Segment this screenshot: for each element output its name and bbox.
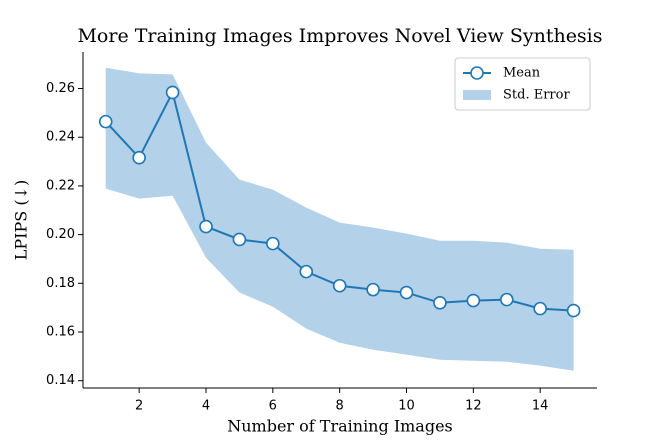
x-tick-label: 14 (532, 399, 549, 414)
legend-swatch (463, 90, 491, 100)
mean-point (165, 85, 180, 100)
mean-point (266, 236, 280, 251)
std-error-band (105, 67, 574, 371)
x-tick-label: 2 (135, 399, 143, 414)
x-tick-label: 8 (336, 399, 344, 414)
mean-point (399, 285, 414, 300)
x-tick-label: 10 (398, 399, 415, 414)
mean-point (299, 264, 314, 279)
mean-point (232, 232, 247, 247)
y-tick-label: 0.18 (46, 276, 75, 291)
legend-marker (470, 66, 484, 80)
y-tick-label: 0.24 (46, 130, 75, 145)
mean-point (433, 295, 447, 310)
mean-point (466, 293, 481, 308)
mean-point (566, 303, 581, 318)
chart-title: More Training Images Improves Novel View… (77, 25, 602, 47)
legend-label: Std. Error (503, 88, 570, 103)
x-axis-label: Number of Training Images (227, 417, 453, 436)
x-tick-label: 6 (269, 399, 277, 414)
y-tick-label: 0.16 (46, 325, 75, 340)
mean-point (132, 150, 146, 165)
mean-point (366, 282, 380, 297)
mean-point (199, 219, 213, 234)
x-tick-label: 4 (202, 399, 210, 414)
mean-point (332, 278, 347, 293)
y-tick-label: 0.14 (46, 373, 75, 388)
y-tick-label: 0.26 (46, 81, 75, 96)
y-tick-label: 0.20 (46, 227, 75, 242)
mean-point (533, 301, 547, 316)
legend-label: Mean (503, 66, 541, 81)
x-tick-label: 12 (465, 399, 482, 414)
y-tick-label: 0.22 (46, 178, 75, 193)
mean-point (98, 114, 113, 129)
mean-point (499, 292, 514, 307)
y-axis-label: LPIPS (↓) (12, 180, 31, 260)
